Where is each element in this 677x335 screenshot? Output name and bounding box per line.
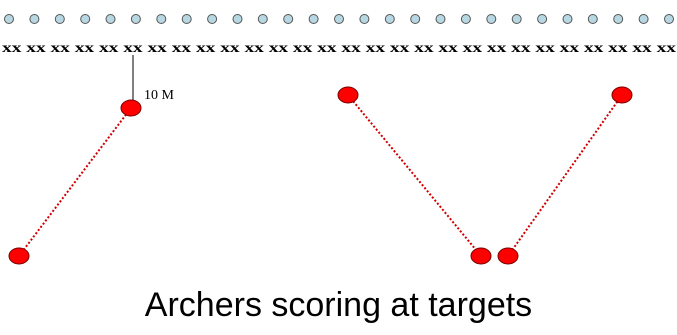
target-circle — [4, 14, 14, 24]
archer-marker — [470, 247, 492, 265]
target-circle — [29, 14, 40, 24]
target-circle — [384, 14, 395, 24]
target-circle — [562, 14, 573, 24]
target-circle — [181, 14, 192, 24]
target-circle — [638, 14, 649, 24]
target-row — [4, 14, 674, 24]
archer-marker — [611, 86, 633, 104]
target-circle — [537, 14, 548, 24]
target-circle — [80, 14, 91, 24]
target-circle — [334, 14, 344, 24]
target-circle — [207, 14, 218, 24]
target-circle — [486, 14, 497, 24]
target-circle — [156, 14, 167, 24]
archer-path-3 — [507, 94, 623, 257]
archer-path-1 — [18, 107, 132, 257]
target-circle — [435, 14, 446, 24]
target-circle — [587, 14, 598, 24]
target-circle — [308, 14, 319, 24]
target-circle — [54, 14, 65, 24]
caption: Archers scoring at targets — [144, 286, 533, 324]
target-circle — [359, 14, 370, 24]
target-circle — [105, 14, 116, 24]
archer-marker — [8, 247, 30, 265]
target-circle — [664, 14, 674, 24]
target-circle — [613, 14, 624, 24]
target-circle — [283, 14, 294, 24]
shooting-line-marks: xx xx xx xx xx xx xx xx xx xx xx xx xx x… — [2, 40, 676, 55]
archer-marker — [337, 86, 359, 104]
target-circle — [257, 14, 268, 24]
target-circle — [410, 14, 421, 24]
archer-path-2 — [347, 94, 482, 257]
distance-label: 10 M — [144, 88, 175, 103]
target-circle — [511, 14, 522, 24]
archer-marker — [120, 99, 142, 117]
target-circle — [460, 14, 471, 24]
archer-marker — [497, 247, 519, 265]
target-circle — [232, 14, 243, 24]
target-circle — [130, 14, 141, 24]
